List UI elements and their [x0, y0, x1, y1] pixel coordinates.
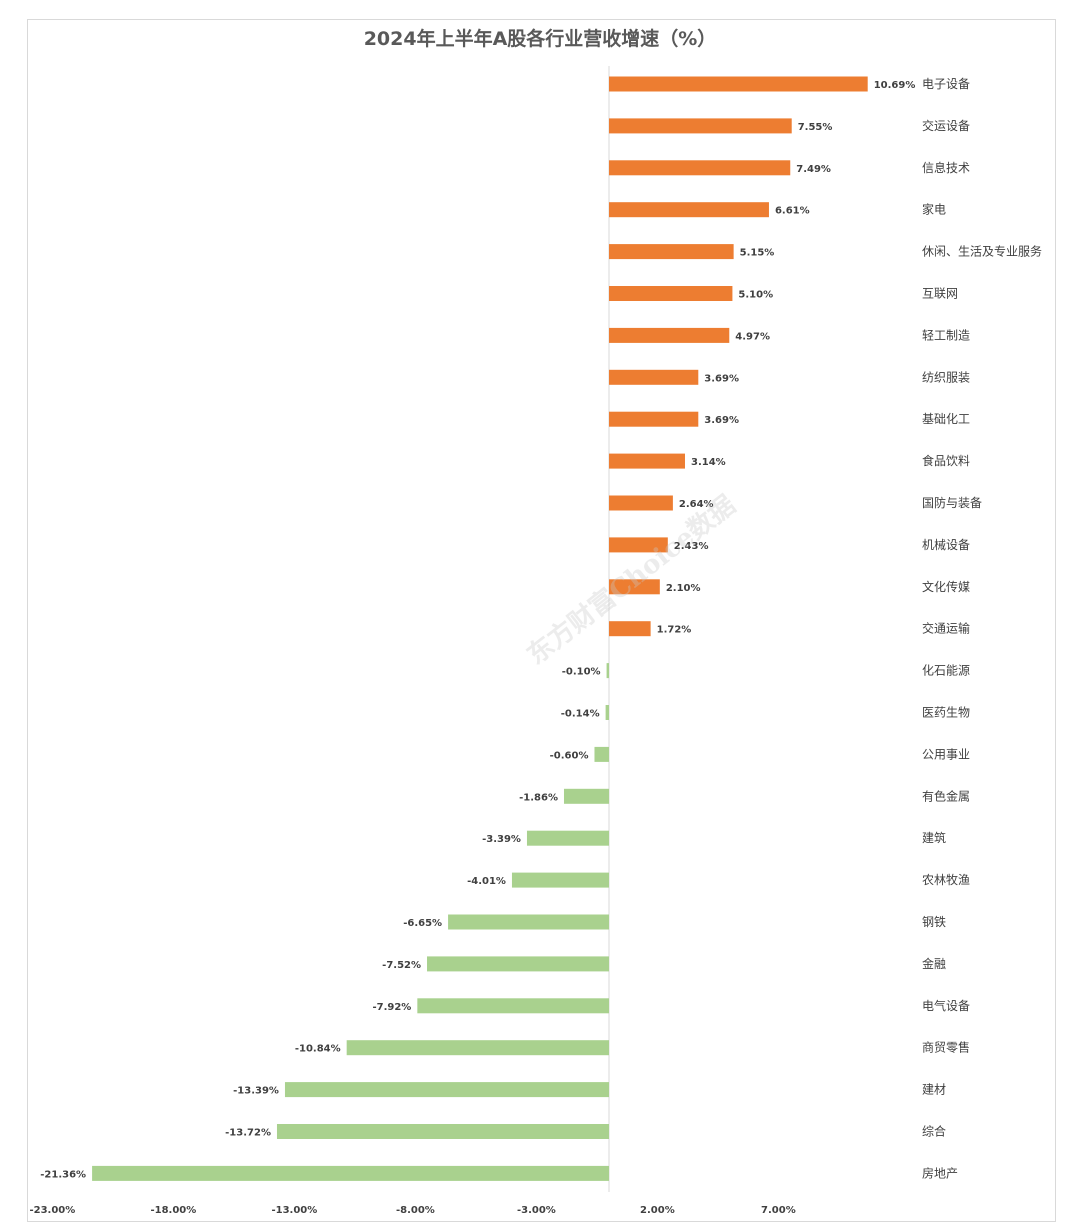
category-label: 文化传媒 [922, 579, 970, 594]
value-label: 2.10% [666, 583, 701, 594]
value-label: 7.55% [798, 122, 833, 133]
category-label: 家电 [922, 202, 946, 217]
category-label: 互联网 [922, 287, 958, 301]
bar-22 [417, 998, 609, 1014]
bar-20 [448, 914, 609, 930]
bar-23 [346, 1040, 609, 1056]
value-label: 5.10% [738, 290, 773, 301]
value-label: -10.84% [295, 1044, 341, 1055]
category-label: 化石能源 [922, 664, 970, 678]
value-label: 3.69% [704, 373, 739, 384]
bar-25 [276, 1124, 609, 1139]
value-label: 1.72% [657, 625, 692, 636]
bar-13 [609, 621, 651, 637]
value-label: -0.10% [562, 667, 601, 678]
bar-12 [609, 579, 660, 595]
bar-21 [427, 956, 609, 972]
category-label: 轻工制造 [922, 328, 970, 342]
x-tick-label: -3.00% [517, 1205, 556, 1216]
value-label: -4.01% [467, 876, 506, 887]
category-label: 钢铁 [922, 915, 946, 929]
category-label: 食品饮料 [922, 453, 970, 468]
category-label: 建材 [922, 1083, 946, 1097]
x-tick-label: -8.00% [396, 1205, 435, 1216]
category-label: 基础化工 [922, 412, 970, 426]
value-label: 3.14% [691, 457, 726, 468]
bar-4 [609, 244, 734, 260]
category-label: 机械设备 [922, 537, 970, 552]
category-label: 农林牧渔 [922, 873, 970, 887]
value-label: -7.92% [372, 1002, 411, 1013]
category-label: 国防与装备 [922, 495, 982, 510]
value-label: -7.52% [382, 960, 421, 971]
value-label: -6.65% [403, 918, 442, 929]
bar-7 [609, 369, 699, 385]
category-label: 综合 [922, 1124, 946, 1139]
category-label: 医药生物 [922, 706, 970, 720]
bar-9 [609, 453, 685, 469]
x-tick-label: -18.00% [150, 1205, 196, 1216]
x-tick-label: -23.00% [29, 1205, 75, 1216]
bar-11 [609, 537, 668, 553]
category-label: 电气设备 [922, 998, 970, 1013]
value-label: 7.49% [796, 164, 831, 175]
category-label: 休闲、生活及专业服务 [922, 244, 1042, 259]
bar-0 [609, 76, 868, 92]
bar-10 [609, 495, 673, 511]
value-label: -3.39% [482, 834, 521, 845]
chart-title: 2024年上半年A股各行业营收增速（%） [363, 28, 717, 50]
category-label: 纺织服装 [922, 370, 970, 384]
value-label: 6.61% [775, 206, 810, 217]
value-label: -13.72% [225, 1128, 271, 1139]
bar-16 [594, 746, 609, 762]
category-label: 有色金属 [922, 788, 970, 803]
category-label: 商贸零售 [922, 1040, 970, 1055]
value-label: -13.39% [233, 1086, 279, 1097]
value-label: 2.64% [679, 499, 714, 510]
category-label: 建筑 [922, 830, 946, 845]
value-label: 10.69% [874, 80, 916, 91]
bar-14 [606, 663, 609, 679]
bar-5 [609, 286, 733, 301]
bar-1 [609, 118, 792, 134]
x-tick-label: -13.00% [271, 1205, 317, 1216]
value-label: -0.14% [561, 709, 600, 720]
x-tick-label: 2.00% [640, 1205, 675, 1216]
bar-2 [609, 160, 791, 176]
bar-15 [605, 705, 609, 720]
value-label: 5.15% [740, 248, 775, 259]
bar-8 [609, 411, 699, 427]
bar-18 [526, 830, 609, 846]
category-label: 电子设备 [922, 77, 970, 91]
bar-26 [92, 1165, 609, 1181]
category-label: 公用事业 [922, 747, 970, 761]
category-label: 交运设备 [922, 118, 970, 133]
value-label: 2.43% [674, 541, 709, 552]
bar-19 [511, 872, 609, 888]
bar-6 [609, 327, 730, 343]
chart-frame [27, 19, 1056, 1222]
value-label: -1.86% [519, 792, 558, 803]
bar-3 [609, 202, 769, 218]
bar-17 [563, 788, 609, 804]
category-label: 房地产 [922, 1165, 958, 1180]
category-label: 金融 [922, 956, 946, 971]
bar-24 [284, 1082, 609, 1098]
value-label: -0.60% [550, 750, 589, 761]
value-label: -21.36% [40, 1169, 86, 1180]
category-label: 交通运输 [922, 621, 970, 636]
x-tick-label: 7.00% [761, 1205, 796, 1216]
category-label: 信息技术 [922, 160, 970, 175]
value-label: 3.69% [704, 415, 739, 426]
value-label: 4.97% [735, 331, 770, 342]
